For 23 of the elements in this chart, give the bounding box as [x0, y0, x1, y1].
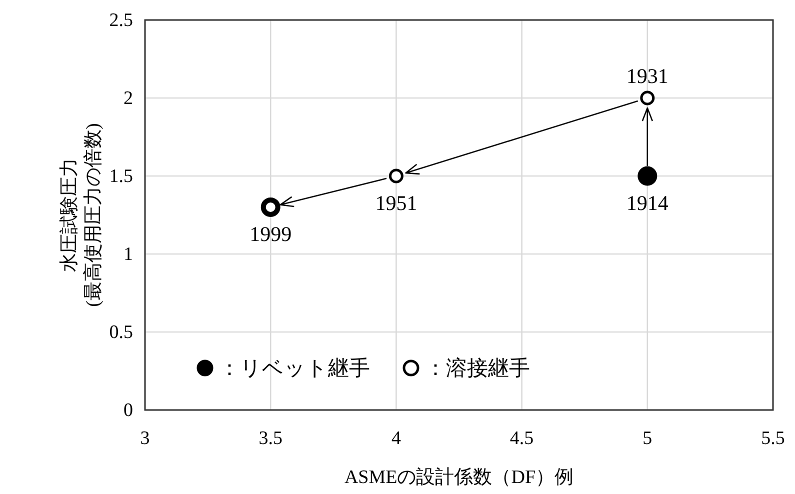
y-tick-label: 0: [124, 400, 133, 421]
x-tick-label: 5: [642, 428, 652, 449]
y-tick-label: 1.5: [109, 166, 133, 187]
x-axis-title: ASMEの設計係数（DF）例: [344, 467, 574, 488]
x-tick-label: 4.5: [510, 428, 534, 449]
y-tick-label: 0.5: [109, 322, 133, 343]
y-tick-label: 2: [124, 88, 133, 109]
y-tick-label: 1: [124, 244, 133, 265]
x-tick-label: 3.5: [258, 428, 282, 449]
point: [388, 168, 404, 184]
annotation: 1914: [626, 191, 669, 215]
point: [640, 90, 655, 106]
annotation: 1999: [250, 222, 292, 246]
annotation: 1931: [626, 64, 668, 88]
x-tick-label: 3: [140, 428, 150, 449]
legend-label: ：リベット継手: [219, 356, 370, 380]
x-tick-label: 5.5: [761, 428, 785, 449]
point: [638, 166, 658, 186]
x-tick-label: 4: [391, 428, 402, 449]
legend-label: ：溶接継手: [425, 356, 530, 380]
annotation: 1951: [375, 191, 418, 215]
y-tick-label: 2.5: [109, 10, 133, 31]
y-axis-title: 水圧試験圧力 (最高使用圧力の倍数): [59, 123, 104, 307]
